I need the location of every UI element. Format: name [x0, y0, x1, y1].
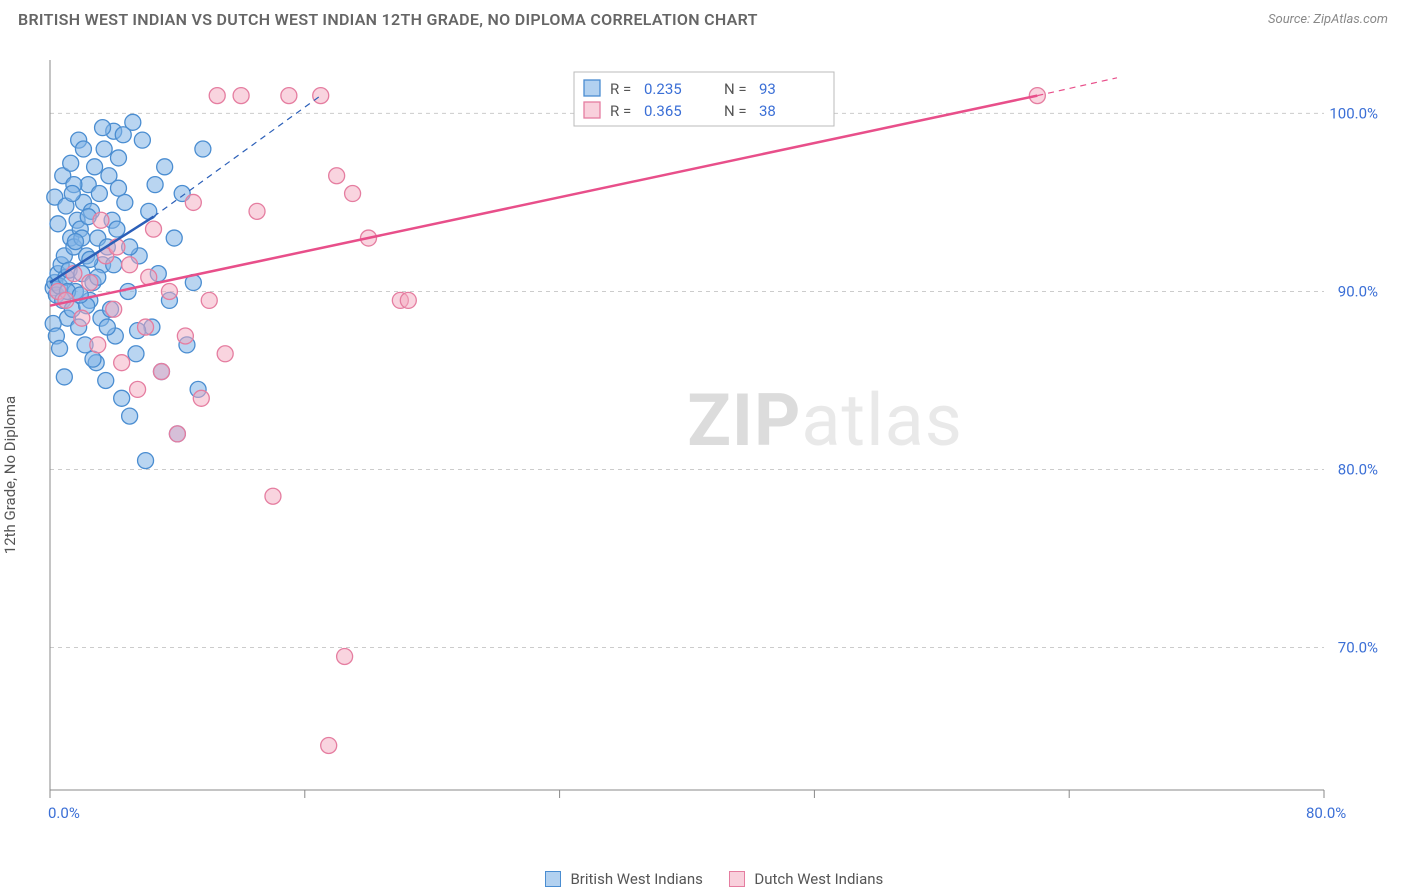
data-point [99, 319, 115, 335]
data-point [82, 275, 98, 291]
data-point [90, 337, 106, 353]
data-point [185, 194, 201, 210]
data-point [321, 737, 337, 753]
data-point [50, 216, 66, 232]
data-point [96, 141, 112, 157]
stats-r-value: 0.235 [644, 80, 682, 98]
stats-n-label: N = [724, 80, 747, 98]
stats-swatch-blue [584, 80, 600, 96]
data-point [106, 301, 122, 317]
y-axis-label: 12th Grade, No Diploma [1, 396, 19, 554]
legend: British West Indians Dutch West Indians [0, 870, 1406, 888]
data-point [153, 364, 169, 380]
data-point [337, 648, 353, 664]
data-point [67, 234, 83, 250]
x-tick-label: 0.0% [48, 804, 80, 822]
watermark: ZIPatlas [687, 378, 963, 463]
data-point [233, 88, 249, 104]
data-point [146, 221, 162, 237]
chart-title: BRITISH WEST INDIAN VS DUTCH WEST INDIAN… [18, 10, 758, 29]
data-point [141, 203, 157, 219]
data-point [56, 369, 72, 385]
data-point [400, 292, 416, 308]
stats-swatch-pink [584, 102, 600, 118]
data-point [313, 88, 329, 104]
stats-n-value: 38 [759, 102, 776, 120]
data-point [63, 155, 79, 171]
legend-swatch-pink [729, 871, 745, 887]
stats-n-label: N = [724, 102, 747, 120]
data-point [109, 221, 125, 237]
y-tick-label: 80.0% [1338, 461, 1378, 479]
data-point [130, 381, 146, 397]
stats-n-value: 93 [759, 80, 776, 98]
stats-r-label: R = [610, 80, 631, 98]
data-point [169, 426, 185, 442]
y-tick-label: 70.0% [1338, 639, 1378, 657]
data-point [138, 319, 154, 335]
data-point [110, 150, 126, 166]
x-tick-label: 80.0% [1306, 804, 1346, 822]
data-point [193, 390, 209, 406]
data-point [117, 194, 133, 210]
data-point [98, 372, 114, 388]
source-attribution: Source: ZipAtlas.com [1268, 12, 1388, 27]
data-point [329, 168, 345, 184]
data-point [74, 310, 90, 326]
data-point [177, 328, 193, 344]
legend-swatch-blue [545, 871, 561, 887]
data-point [110, 180, 126, 196]
data-point [201, 292, 217, 308]
data-point [95, 120, 111, 136]
data-point [147, 177, 163, 193]
data-point [75, 141, 91, 157]
data-point [85, 351, 101, 367]
data-point [122, 408, 138, 424]
plot-area: ZIPatlas 70.0% 80.0% 90.0% 100.0% 0.0% 80.0% R … [44, 60, 1384, 830]
data-point [195, 141, 211, 157]
data-point [209, 88, 225, 104]
y-tick-label: 90.0% [1338, 282, 1378, 300]
legend-label-dutch: Dutch West Indians [754, 870, 883, 888]
data-point [265, 488, 281, 504]
data-point [157, 159, 173, 175]
stats-r-label: R = [610, 102, 631, 120]
data-point [281, 88, 297, 104]
data-point [114, 390, 130, 406]
data-point [115, 127, 131, 143]
data-point [128, 346, 144, 362]
stats-r-value: 0.365 [644, 102, 682, 120]
data-point [87, 159, 103, 175]
data-point [249, 203, 265, 219]
data-point [166, 230, 182, 246]
chart-container: 12th Grade, No Diploma ZIPatlas 70.0% 80.0… [0, 40, 1406, 892]
legend-label-british: British West Indians [570, 870, 702, 888]
data-point [64, 186, 80, 202]
y-tick-label: 100.0% [1329, 104, 1378, 122]
data-point [114, 355, 130, 371]
data-point [52, 340, 68, 356]
trend-line-ext [1037, 78, 1117, 96]
data-point [93, 212, 109, 228]
data-point [345, 186, 361, 202]
data-point [134, 132, 150, 148]
data-point [217, 346, 233, 362]
data-point [161, 283, 177, 299]
data-point [122, 257, 138, 273]
data-point [91, 186, 107, 202]
data-point [138, 453, 154, 469]
